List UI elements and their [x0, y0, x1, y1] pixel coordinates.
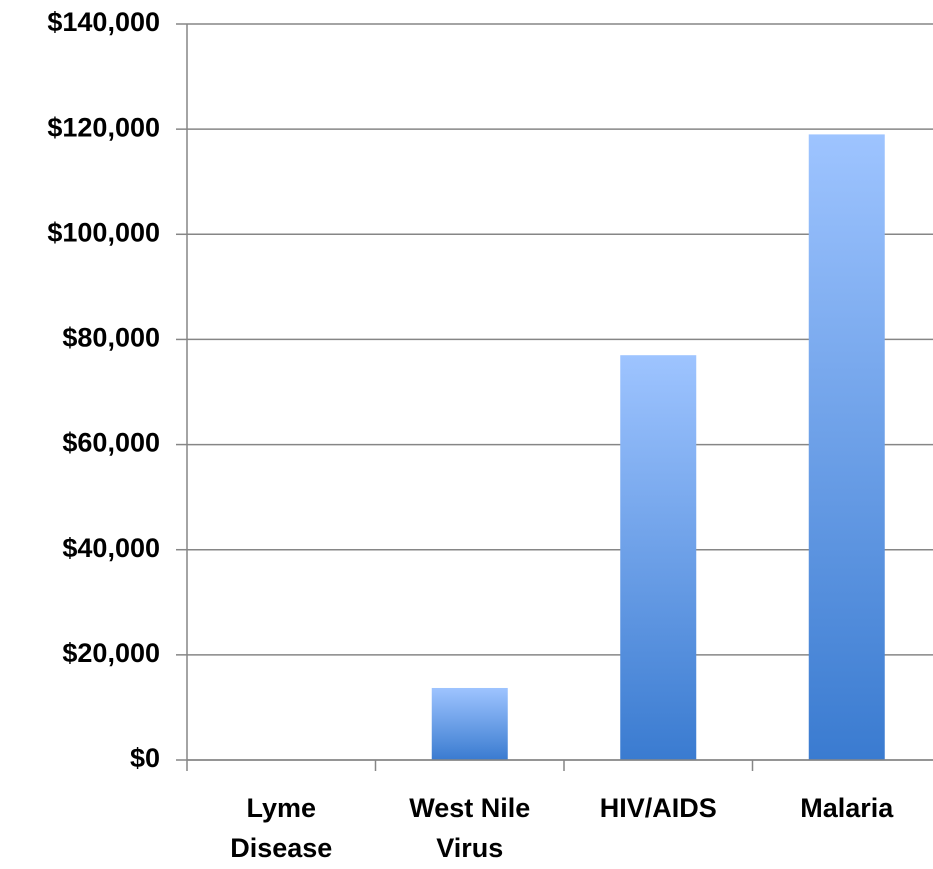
y-tick-label: $120,000 [47, 112, 160, 142]
y-tick-label: $20,000 [62, 638, 160, 668]
bar [431, 687, 508, 760]
y-tick-label: $100,000 [47, 217, 160, 247]
y-tick-label: $80,000 [62, 323, 160, 353]
y-tick-label: $0 [130, 743, 160, 773]
x-tick-label: Lyme Disease [230, 793, 333, 863]
x-tick-label: Malaria [800, 793, 894, 823]
x-tick-label: HIV/AIDS [599, 793, 717, 823]
y-tick-label: $140,000 [47, 7, 160, 37]
x-tick-label: West Nile Virus [409, 793, 531, 863]
bar [620, 355, 697, 760]
y-tick-label: $40,000 [62, 533, 160, 563]
y-tick-label: $60,000 [62, 428, 160, 458]
bar [808, 134, 885, 760]
